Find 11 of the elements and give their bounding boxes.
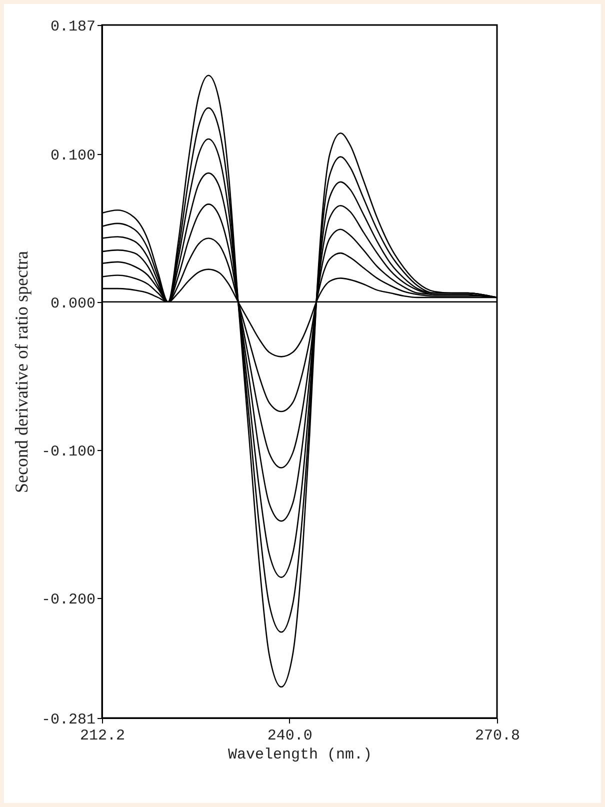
y-tick-label: 0.000: [50, 295, 96, 312]
y-tick-label: -0.281: [41, 712, 96, 728]
y-axis-title: Second derivative of ratio spectra: [11, 251, 32, 493]
x-axis-title: Wavelength (nm.): [228, 746, 372, 764]
y-tick-label: 0.100: [50, 147, 96, 164]
y-tick-label: -0.200: [41, 592, 96, 609]
x-tick-label: 240.0: [267, 728, 312, 744]
x-tick-label: 212.2: [80, 728, 126, 744]
x-tick-label: 270.8: [474, 728, 520, 744]
y-tick-label: 0.187: [50, 18, 96, 36]
y-tick-label: -0.100: [41, 443, 96, 460]
